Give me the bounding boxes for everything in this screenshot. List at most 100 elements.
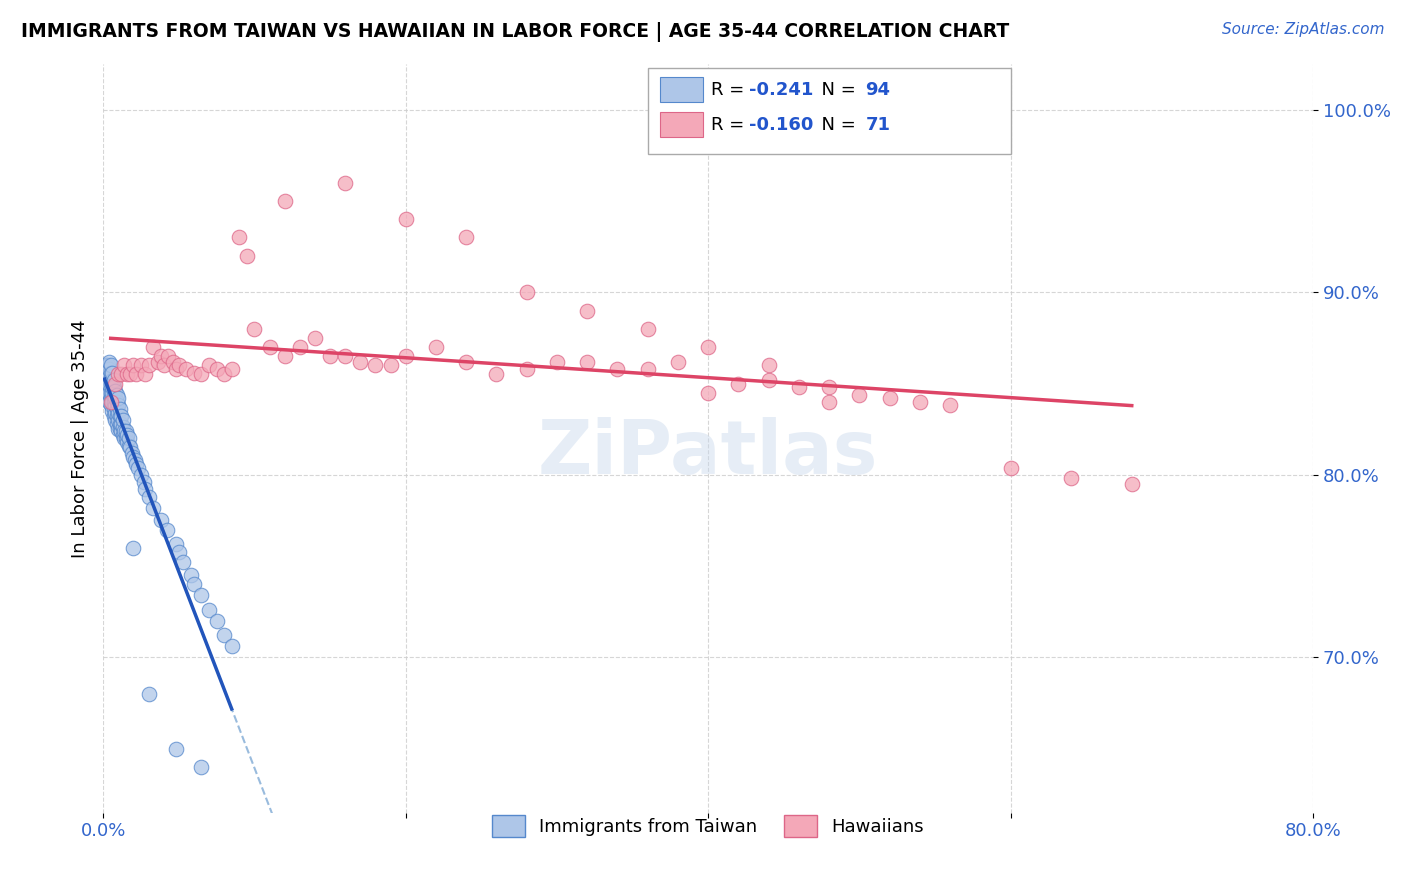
Point xyxy=(120,368,142,382)
Point xyxy=(103,373,125,387)
Text: N =: N = xyxy=(810,116,862,134)
Point xyxy=(198,359,221,373)
Legend: Immigrants from Taiwan, Hawaiians: Immigrants from Taiwan, Hawaiians xyxy=(485,808,931,845)
Point xyxy=(127,460,149,475)
Y-axis label: In Labor Force | Age 35-44: In Labor Force | Age 35-44 xyxy=(72,319,89,558)
Point xyxy=(104,391,127,405)
Point xyxy=(104,376,127,391)
Point xyxy=(114,424,136,438)
FancyBboxPatch shape xyxy=(659,112,703,137)
Point xyxy=(516,285,538,300)
Point xyxy=(103,409,125,424)
Point xyxy=(304,331,326,345)
Point xyxy=(129,467,152,482)
Point xyxy=(117,434,139,449)
FancyBboxPatch shape xyxy=(659,77,703,103)
Point xyxy=(198,603,221,617)
Point xyxy=(125,368,148,382)
Point xyxy=(288,340,311,354)
Point xyxy=(98,394,121,409)
Point xyxy=(96,376,118,391)
Point xyxy=(516,362,538,376)
Point xyxy=(104,384,127,398)
Point xyxy=(908,394,931,409)
Point xyxy=(93,359,115,373)
Text: N =: N = xyxy=(810,80,862,98)
Point xyxy=(98,368,121,382)
Point xyxy=(333,349,356,363)
Point xyxy=(107,399,129,413)
Point xyxy=(122,359,145,373)
Point xyxy=(727,376,749,391)
Text: ZiPatlas: ZiPatlas xyxy=(538,417,879,490)
Point xyxy=(105,394,128,409)
Point xyxy=(105,402,128,417)
Point xyxy=(787,380,810,394)
Point xyxy=(100,399,122,413)
Point xyxy=(697,340,720,354)
Point xyxy=(333,176,356,190)
Point xyxy=(606,362,628,376)
Point xyxy=(97,376,120,391)
Point xyxy=(273,194,295,208)
Point xyxy=(100,376,122,391)
Point xyxy=(107,391,129,405)
Point xyxy=(112,431,135,445)
Point xyxy=(100,394,122,409)
Point xyxy=(273,349,295,363)
FancyBboxPatch shape xyxy=(648,68,1011,154)
Point xyxy=(205,614,228,628)
Text: 94: 94 xyxy=(866,80,890,98)
Point xyxy=(114,431,136,445)
Point xyxy=(236,249,259,263)
Point xyxy=(96,359,118,373)
Point xyxy=(319,349,342,363)
Point xyxy=(1060,471,1083,485)
Point xyxy=(134,483,156,497)
Point xyxy=(100,391,122,405)
Point xyxy=(110,409,132,424)
Point xyxy=(98,376,121,391)
Text: -0.160: -0.160 xyxy=(749,116,814,134)
Point xyxy=(576,303,599,318)
Point xyxy=(138,687,160,701)
Point xyxy=(190,588,212,602)
Point xyxy=(110,424,132,438)
Point xyxy=(101,404,124,418)
Point xyxy=(180,568,202,582)
Point xyxy=(190,760,212,774)
Point xyxy=(149,513,172,527)
Point xyxy=(103,387,125,401)
Point xyxy=(149,349,172,363)
Point xyxy=(111,420,134,434)
Point xyxy=(939,399,962,413)
Point xyxy=(108,409,131,424)
Point xyxy=(122,450,145,464)
Point xyxy=(104,406,127,420)
Point xyxy=(101,366,124,380)
Point xyxy=(122,541,145,555)
Point xyxy=(97,385,120,400)
Point xyxy=(546,354,568,368)
Point xyxy=(1000,460,1022,475)
Point xyxy=(176,362,198,376)
Point xyxy=(167,544,190,558)
Point xyxy=(637,362,659,376)
Point xyxy=(132,475,155,490)
Point xyxy=(118,439,141,453)
Point xyxy=(165,362,187,376)
Point xyxy=(349,354,371,368)
Point xyxy=(395,212,418,227)
Point xyxy=(146,354,169,368)
Point xyxy=(156,523,179,537)
Point xyxy=(162,354,184,368)
Point xyxy=(107,422,129,436)
Text: -0.241: -0.241 xyxy=(749,80,814,98)
Point xyxy=(98,362,121,376)
Point xyxy=(125,457,148,471)
Point xyxy=(93,376,115,391)
Point xyxy=(380,359,402,373)
Point xyxy=(134,368,156,382)
Point xyxy=(97,359,120,373)
Point xyxy=(117,427,139,442)
